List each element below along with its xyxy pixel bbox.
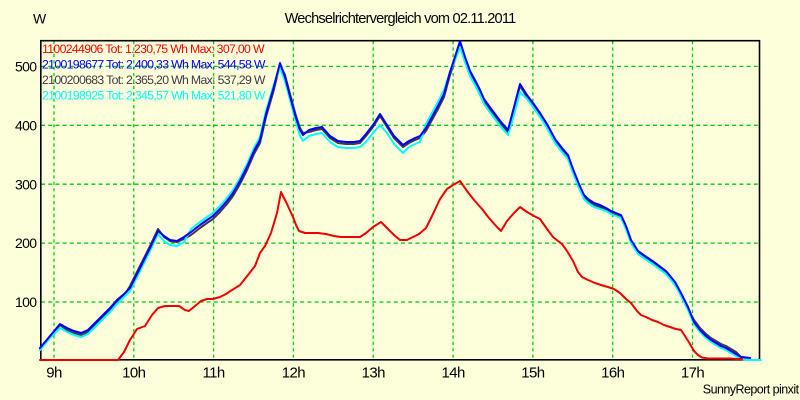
svg-text:12h: 12h (282, 365, 305, 382)
svg-text:1100244906 Tot: 1.230,75 Wh Ma: 1100244906 Tot: 1.230,75 Wh Max: 307,00 … (42, 42, 265, 56)
svg-text:9h: 9h (46, 365, 62, 382)
svg-text:W: W (33, 11, 47, 27)
svg-text:Wechselrichtervergleich vom 02: Wechselrichtervergleich vom 02.11.2011 (285, 11, 516, 27)
svg-text:300: 300 (15, 176, 37, 192)
svg-text:2100200683 Tot: 2.365,20 Wh Ma: 2100200683 Tot: 2.365,20 Wh Max: 537,29 … (42, 73, 266, 87)
svg-text:13h: 13h (362, 365, 385, 382)
svg-text:400: 400 (15, 117, 37, 133)
svg-text:14h: 14h (441, 365, 464, 382)
svg-text:SunnyReport pinxit: SunnyReport pinxit (703, 383, 800, 397)
svg-text:17h: 17h (681, 365, 704, 382)
svg-text:100: 100 (15, 294, 37, 310)
svg-text:500: 500 (15, 59, 37, 75)
svg-text:11h: 11h (203, 365, 225, 382)
svg-text:10h: 10h (122, 365, 145, 382)
svg-text:2100198925 Tot: 2.345,57 Wh Ma: 2100198925 Tot: 2.345,57 Wh Max: 521,80 … (42, 89, 266, 103)
svg-text:15h: 15h (521, 365, 544, 382)
svg-text:16h: 16h (601, 365, 624, 382)
svg-text:2100198677 Tot: 2.400,33 Wh Ma: 2100198677 Tot: 2.400,33 Wh Max: 544,58 … (42, 58, 266, 72)
svg-text:200: 200 (15, 235, 37, 251)
